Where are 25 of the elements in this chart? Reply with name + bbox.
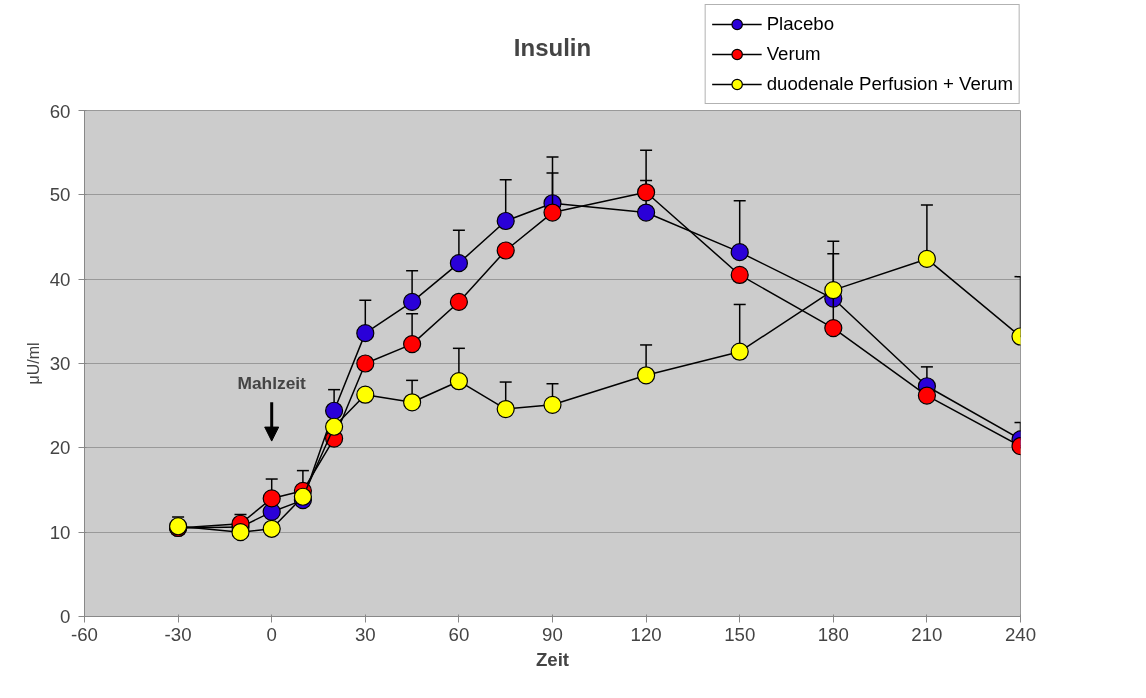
x-axis-title: Zeit: [535, 648, 570, 670]
x-tick-label: 150: [724, 623, 756, 645]
y-axis-title: μU/ml: [24, 342, 42, 385]
y-tick-label: 10: [49, 521, 71, 543]
y-tick-label: 0: [60, 606, 71, 627]
y-tick-label: 20: [49, 437, 71, 459]
x-tick-label: 30: [354, 623, 376, 645]
y-tick-label: 40: [49, 268, 71, 290]
legend-label: Verum: [766, 42, 821, 66]
x-tick-label: 180: [817, 623, 849, 645]
x-tick-label: 120: [630, 623, 662, 645]
y-tick-label: 50: [49, 184, 71, 206]
x-tick-label: -30: [164, 623, 192, 645]
x-tick-label: 210: [911, 623, 943, 645]
y-tick-label: 30: [49, 353, 71, 374]
legend-label: Placebo: [766, 12, 835, 36]
x-tick-label: 240: [1004, 623, 1037, 645]
x-tick-label: -60: [71, 623, 98, 645]
x-tick-label: 60: [448, 623, 470, 645]
legend-label: duodenale Perfusion + Verum: [766, 72, 1013, 96]
chart-title: Insulin: [513, 34, 592, 61]
y-tick-label: 60: [49, 100, 71, 122]
x-tick-label: 0: [266, 623, 277, 645]
annotation: Mahlzeit: [237, 373, 307, 394]
x-tick-label: 90: [542, 623, 563, 645]
